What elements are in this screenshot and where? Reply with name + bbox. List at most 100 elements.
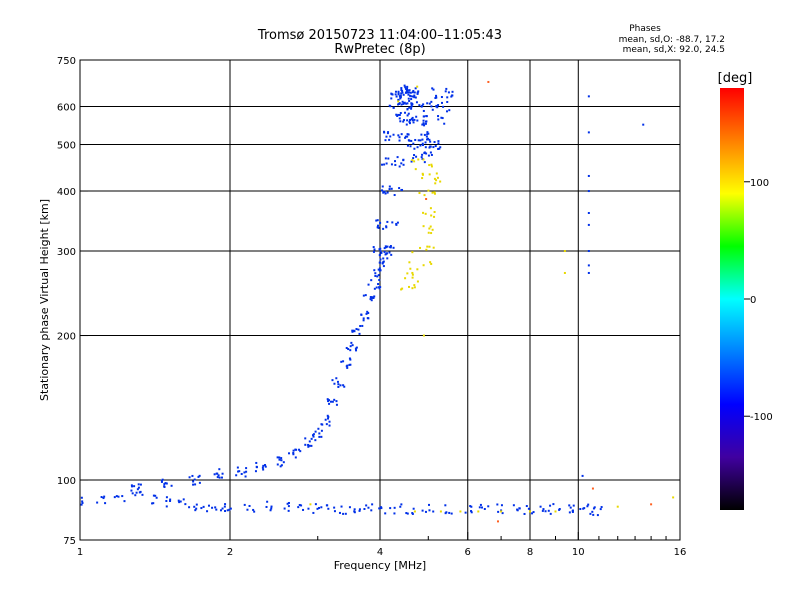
data-point [431,87,434,90]
data-point [226,509,229,512]
data-point [165,505,168,508]
data-point [261,466,264,469]
data-point [379,250,382,253]
data-point [442,105,445,108]
data-point [386,132,389,135]
data-point [318,435,321,438]
data-point [437,142,440,145]
data-point [409,145,412,148]
data-point [416,85,419,88]
data-point [431,108,434,111]
data-point [430,214,433,217]
data-point [333,506,336,509]
data-point [581,474,584,477]
x-tick-label: 2 [227,547,233,558]
data-point [406,114,409,117]
data-point [392,246,395,249]
data-point [262,464,265,467]
data-point [428,146,431,149]
data-point [155,496,158,499]
data-point [96,501,99,504]
data-point [369,296,372,299]
data-point [374,272,377,275]
data-point [278,458,281,461]
data-point [394,160,397,163]
data-point [568,511,571,514]
data-point [372,246,375,249]
data-point [404,135,407,138]
data-point [372,250,375,253]
data-point [487,505,490,508]
data-point [103,495,106,498]
data-point [394,90,397,93]
data-point [113,496,116,499]
data-point [424,212,427,215]
data-point [367,283,370,286]
data-point [308,440,311,443]
data-point [214,506,217,509]
data-point [413,284,416,287]
data-point [240,472,243,475]
data-point [421,173,424,176]
data-point [435,96,438,99]
data-point [427,231,430,234]
data-point [541,509,544,512]
data-point [385,135,388,138]
data-point [102,497,105,500]
x-tick-label: 10 [572,547,585,558]
data-point [179,500,182,503]
data-point [407,112,410,115]
data-point [500,509,503,512]
data-point [587,212,590,215]
data-point [395,222,398,225]
x-tick-label: 4 [377,547,383,558]
data-point [178,501,181,504]
data-point [450,95,453,98]
data-point [304,443,307,446]
data-point [411,95,414,98]
data-point [316,507,319,510]
data-point [307,443,310,446]
data-point [430,165,433,168]
data-point [390,97,393,100]
data-point [435,172,438,175]
data-point [327,415,330,418]
data-point [376,224,379,227]
data-point [335,403,338,406]
data-point [370,299,373,302]
data-point [487,80,490,83]
data-point [164,482,167,485]
data-point [388,251,391,254]
data-point [446,110,449,113]
data-point [417,139,420,142]
data-point [450,512,453,515]
data-point [405,123,408,126]
data-point [266,500,269,503]
data-point [422,115,425,118]
data-point [397,90,400,93]
data-point [384,139,387,142]
data-point [390,163,393,166]
data-point [283,507,286,510]
data-point [433,177,436,180]
data-point [411,512,414,515]
data-point [436,176,439,179]
data-point [195,503,198,506]
data-point [408,139,411,142]
data-point [390,187,393,190]
data-point [532,511,535,514]
data-point [401,91,404,94]
data-point [410,105,413,108]
data-point [592,507,595,510]
data-point [220,476,223,479]
data-point [429,261,432,264]
data-point [312,511,315,514]
data-point [419,139,422,142]
data-point [355,349,358,352]
data-point [200,507,203,510]
data-point [411,276,414,279]
data-point [405,91,408,94]
data-point [552,503,555,506]
data-point [437,118,440,121]
data-point [373,287,376,290]
